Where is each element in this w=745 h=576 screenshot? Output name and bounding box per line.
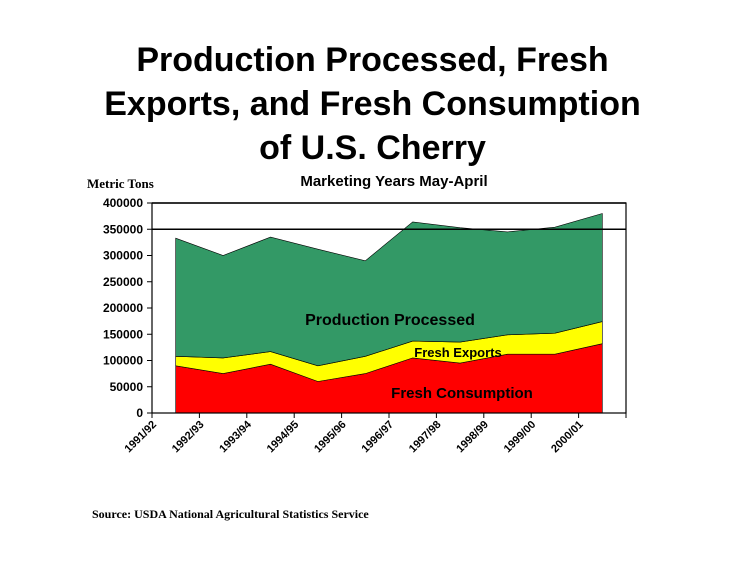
y-tick-label-5: 250000 <box>103 275 143 289</box>
y-axis-label: Metric Tons <box>87 176 154 191</box>
x-tick-label-1: 1992/93 <box>170 419 207 456</box>
y-tick-label-8: 400000 <box>103 196 143 210</box>
title-line-2: Exports, and Fresh Consumption <box>104 85 641 123</box>
x-tick-label-2: 1993/94 <box>217 418 254 455</box>
y-tick-label-7: 350000 <box>103 222 143 236</box>
chart-subtitle: Marketing Years May-April <box>300 173 487 190</box>
y-tick-label-4: 200000 <box>103 301 143 315</box>
y-tick-label-3: 150000 <box>103 327 143 341</box>
x-tick-label-4: 1995/96 <box>312 419 349 456</box>
x-tick-label-7: 1998/99 <box>454 419 491 456</box>
title-line-1: Production Processed, Fresh <box>136 41 609 79</box>
x-tick-label-5: 1996/97 <box>360 419 397 456</box>
y-tick-label-6: 300000 <box>103 249 143 263</box>
page-title: Production Processed, Fresh Exports, and… <box>0 38 745 170</box>
y-tick-label-2: 100000 <box>103 354 143 368</box>
x-tick-label-6: 1997/98 <box>407 419 444 456</box>
series-label-3: Production Processed <box>305 312 475 329</box>
x-tick-label-0: 1991/92 <box>123 419 160 456</box>
area-series-3 <box>175 213 603 367</box>
y-tick-label-0: 0 <box>136 406 143 420</box>
title-line-3: of U.S. Cherry <box>259 129 486 167</box>
source-note: Source: USDA National Agricultural Stati… <box>92 507 369 521</box>
y-tick-label-1: 50000 <box>110 380 144 394</box>
x-tick-label-3: 1994/95 <box>265 419 302 456</box>
series-label-2: Fresh Exports <box>414 345 501 360</box>
x-tick-label-8: 1999/00 <box>502 419 539 456</box>
x-tick-label-9: 2000/01 <box>549 419 586 456</box>
series-label-1: Fresh Consumption <box>391 385 533 402</box>
